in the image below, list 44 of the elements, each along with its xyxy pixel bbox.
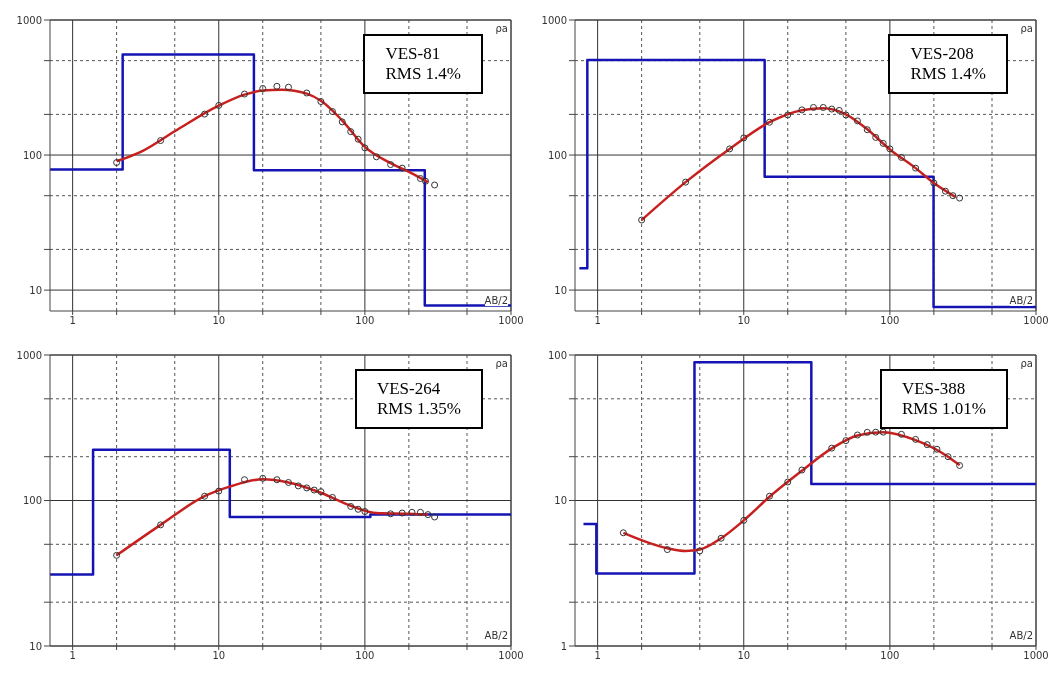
y-tick-label: 10: [554, 495, 567, 507]
annotation: VES-264: [376, 379, 442, 399]
x-tick-label: 1: [594, 650, 601, 662]
annotation: RMS 1.01%: [901, 399, 986, 419]
y-tick-label: 100: [547, 349, 567, 361]
y-tick-label: 1000: [16, 349, 42, 361]
x-tick-label: 100: [355, 650, 375, 662]
x-tick-label: 10: [737, 650, 751, 662]
annotation: RMS 1.4%: [385, 64, 461, 84]
y-tick-label: 10: [29, 284, 42, 296]
y-tick-label: 100: [22, 495, 42, 507]
x-tick-label: 100: [880, 315, 900, 327]
x-tick-label: 1: [69, 315, 76, 327]
x-tick-label: 10: [212, 650, 226, 662]
y-axis-title: ρa: [1020, 23, 1033, 34]
y-tick-label: 100: [22, 149, 42, 161]
annotation: RMS 1.4%: [910, 64, 986, 84]
x-tick-label: 1000: [498, 650, 524, 662]
x-tick-label: 10: [212, 315, 226, 327]
annotation: VES-388: [901, 379, 967, 399]
annotation: RMS 1.35%: [376, 399, 461, 419]
y-tick-label: 10: [554, 284, 567, 296]
y-tick-label: 1: [560, 640, 567, 652]
x-axis-title: AB/2: [484, 295, 508, 306]
x-tick-label: 1: [69, 650, 76, 662]
annotation: VES-208: [910, 44, 975, 64]
x-tick-label: 1000: [498, 315, 524, 327]
x-tick-label: 10: [737, 315, 751, 327]
y-tick-label: 1000: [16, 14, 42, 26]
x-tick-label: 100: [880, 650, 900, 662]
x-tick-label: 100: [355, 315, 375, 327]
y-axis-title: ρa: [1020, 358, 1033, 369]
y-tick-label: 1000: [541, 14, 567, 26]
annotation: VES-81: [385, 44, 442, 64]
x-tick-label: 1000: [1023, 315, 1049, 327]
y-tick-label: 100: [547, 149, 567, 161]
y-axis-title: ρa: [495, 358, 508, 369]
y-tick-label: 10: [29, 640, 42, 652]
x-axis-title: AB/2: [1009, 295, 1033, 306]
x-tick-label: 1: [594, 315, 601, 327]
y-axis-title: ρa: [495, 23, 508, 34]
x-axis-title: AB/2: [1009, 630, 1033, 641]
x-axis-title: AB/2: [484, 630, 508, 641]
x-tick-label: 1000: [1023, 650, 1049, 662]
